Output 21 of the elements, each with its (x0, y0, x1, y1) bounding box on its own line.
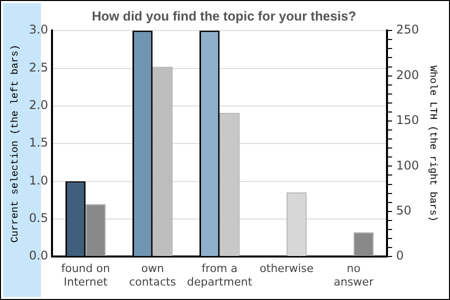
y2-tick-label: 100 (396, 158, 419, 172)
y-tick-label: 3.0 (28, 22, 48, 37)
x-tick-label: found on Internet (61, 262, 110, 288)
y2-tick-label: 250 (396, 22, 419, 37)
x-tick-label: own contacts (129, 262, 176, 288)
y2-tick-label: 0 (396, 248, 404, 263)
y-tick-label: 0.0 (28, 248, 48, 263)
y-tick-label: 1.0 (28, 173, 48, 188)
y2-axis-title: Whole LTH (the right bars) (426, 66, 438, 222)
y-axis-title: Current selection (the left bars) (10, 44, 22, 243)
x-tick-label: otherwise (260, 262, 314, 276)
y2-tick-label: 150 (396, 113, 419, 128)
x-tick-label: no answer (334, 262, 374, 288)
y-tick-label: 2.5 (28, 60, 48, 74)
x-tick-label: from a department (187, 262, 253, 288)
y-tick-label: 0.5 (28, 211, 48, 226)
y2-tick-label: 200 (396, 68, 419, 82)
y-tick-label: 2.0 (28, 98, 48, 112)
y2-tick-label: 50 (396, 204, 412, 218)
chart-title: How did you find the topic for your thesis? (92, 8, 356, 24)
y-tick-label: 1.5 (28, 136, 48, 150)
